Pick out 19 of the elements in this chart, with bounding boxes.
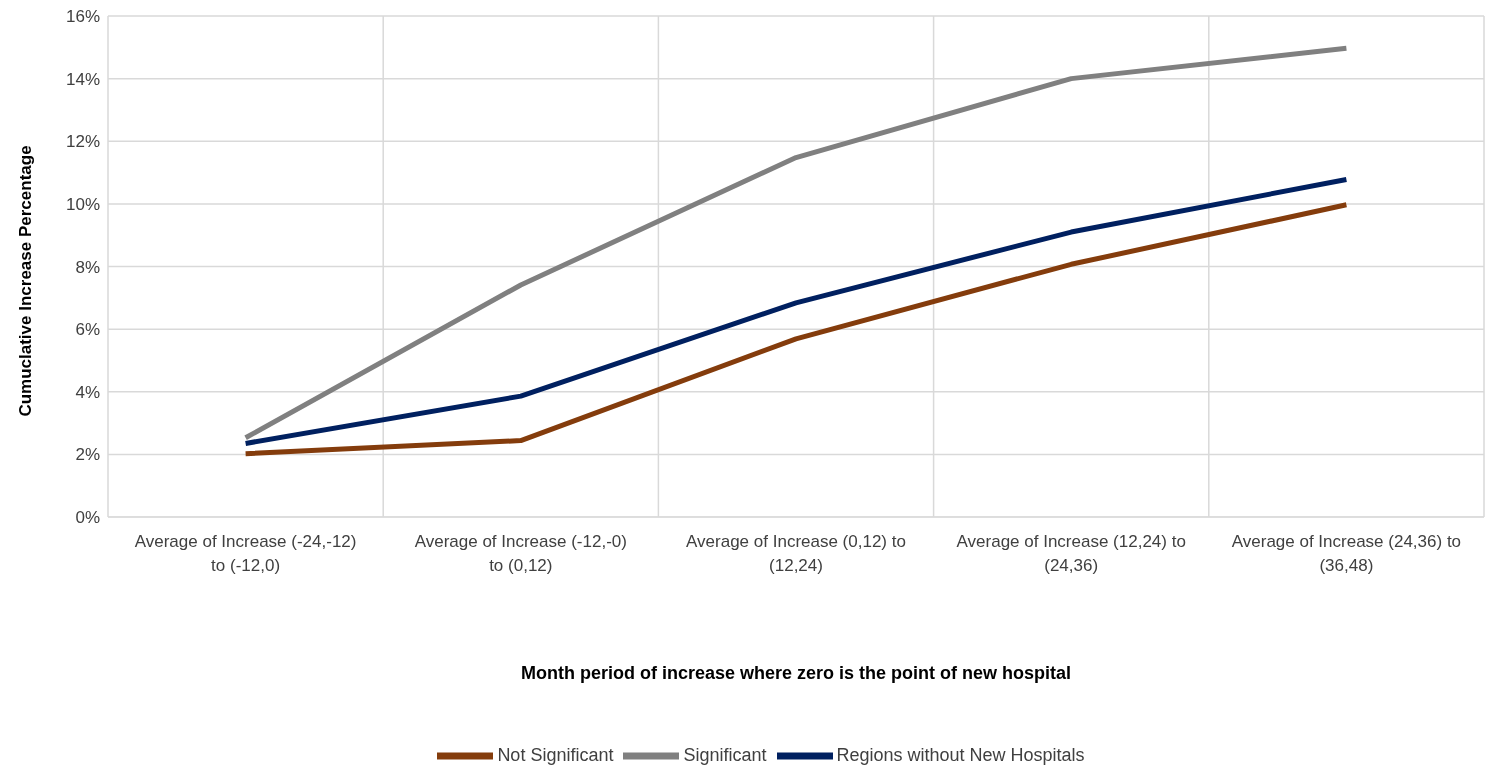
y-tick-label: 16% — [65, 7, 100, 27]
y-tick-label: 12% — [65, 132, 100, 152]
y-tick-label: 8% — [75, 257, 100, 277]
y-axis-title: Cumuclative Increase Percentage — [16, 145, 36, 417]
y-tick-label: 10% — [65, 194, 100, 214]
y-tick-label: 6% — [75, 320, 100, 340]
x-tick-label: Average of Increase (-12,-0) to (0,12) — [414, 532, 627, 575]
y-tick-label: 2% — [75, 445, 100, 465]
y-tick-label: 14% — [65, 69, 100, 89]
legend-label: Regions without New Hospitals — [836, 744, 1085, 765]
x-tick-label: Average of Increase (24,36) to (36,48) — [1231, 532, 1462, 575]
y-tick-label: 4% — [75, 382, 100, 402]
x-axis-title: Month period of increase where zero is the point of new hospital — [520, 663, 1072, 683]
y-tick-label: 0% — [75, 508, 100, 528]
legend-label: Significant — [683, 744, 767, 765]
x-tick-label: Average of Increase (-24,-12) to (-12,0) — [134, 532, 357, 575]
x-tick-label: Average of Increase (0,12) to (12,24) — [686, 532, 906, 575]
legend-label: Not Significant — [497, 744, 614, 765]
x-tick-label: Average of Increase (12,24) to (24,36) — [956, 532, 1186, 575]
